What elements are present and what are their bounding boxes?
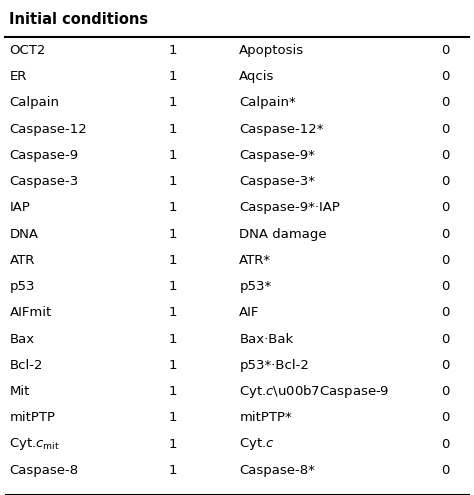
Text: Caspase-8*: Caspase-8*	[239, 464, 315, 477]
Text: 0: 0	[441, 44, 449, 57]
Text: 1: 1	[168, 359, 177, 372]
Text: IAP: IAP	[9, 201, 30, 214]
Text: 0: 0	[441, 359, 449, 372]
Text: ER: ER	[9, 70, 27, 83]
Text: 0: 0	[441, 201, 449, 214]
Text: 1: 1	[168, 97, 177, 109]
Text: mitPTP: mitPTP	[9, 411, 55, 424]
Text: OCT2: OCT2	[9, 44, 46, 57]
Text: 0: 0	[441, 228, 449, 241]
Text: 0: 0	[441, 464, 449, 477]
Text: Caspase-8: Caspase-8	[9, 464, 79, 477]
Text: 1: 1	[168, 306, 177, 319]
Text: 0: 0	[441, 333, 449, 346]
Text: 0: 0	[441, 280, 449, 293]
Text: Aqcis: Aqcis	[239, 70, 275, 83]
Text: ATR: ATR	[9, 254, 35, 267]
Text: 1: 1	[168, 411, 177, 424]
Text: Caspase-9: Caspase-9	[9, 149, 79, 162]
Text: Bcl-2: Bcl-2	[9, 359, 43, 372]
Text: Caspase-3*: Caspase-3*	[239, 175, 315, 188]
Text: 1: 1	[168, 254, 177, 267]
Text: 0: 0	[441, 254, 449, 267]
Text: p53*·Bcl-2: p53*·Bcl-2	[239, 359, 309, 372]
Text: Mit: Mit	[9, 385, 30, 398]
Text: Calpain: Calpain	[9, 97, 59, 109]
Text: AIF: AIF	[239, 306, 260, 319]
Text: 1: 1	[168, 438, 177, 450]
Text: DNA: DNA	[9, 228, 38, 241]
Text: Calpain*: Calpain*	[239, 97, 296, 109]
Text: Caspase-9*: Caspase-9*	[239, 149, 315, 162]
Text: 1: 1	[168, 175, 177, 188]
Text: 0: 0	[441, 97, 449, 109]
Text: 1: 1	[168, 123, 177, 136]
Text: 0: 0	[441, 123, 449, 136]
Text: AIFmit: AIFmit	[9, 306, 52, 319]
Text: p53*: p53*	[239, 280, 272, 293]
Text: Caspase-3: Caspase-3	[9, 175, 79, 188]
Text: 0: 0	[441, 306, 449, 319]
Text: Caspase-12: Caspase-12	[9, 123, 87, 136]
Text: 0: 0	[441, 175, 449, 188]
Text: 0: 0	[441, 438, 449, 450]
Text: Bax·Bak: Bax·Bak	[239, 333, 293, 346]
Text: ATR*: ATR*	[239, 254, 272, 267]
Text: Apoptosis: Apoptosis	[239, 44, 304, 57]
Text: Cyt.$\mathit{c}$\u00b7Caspase-9: Cyt.$\mathit{c}$\u00b7Caspase-9	[239, 383, 390, 400]
Text: 0: 0	[441, 70, 449, 83]
Text: 0: 0	[441, 411, 449, 424]
Text: Caspase-12*: Caspase-12*	[239, 123, 324, 136]
Text: 0: 0	[441, 385, 449, 398]
Text: Initial conditions: Initial conditions	[9, 12, 149, 27]
Text: Cyt.$\mathit{c}$: Cyt.$\mathit{c}$	[239, 436, 275, 452]
Text: 1: 1	[168, 228, 177, 241]
Text: 1: 1	[168, 44, 177, 57]
Text: 1: 1	[168, 280, 177, 293]
Text: 1: 1	[168, 333, 177, 346]
Text: 1: 1	[168, 149, 177, 162]
Text: Caspase-9*·IAP: Caspase-9*·IAP	[239, 201, 340, 214]
Text: Cyt.$\mathit{c}_{\rm mit}$: Cyt.$\mathit{c}_{\rm mit}$	[9, 436, 60, 452]
Text: p53: p53	[9, 280, 35, 293]
Text: 1: 1	[168, 70, 177, 83]
Text: 1: 1	[168, 385, 177, 398]
Text: 0: 0	[441, 149, 449, 162]
Text: 1: 1	[168, 201, 177, 214]
Text: Bax: Bax	[9, 333, 35, 346]
Text: mitPTP*: mitPTP*	[239, 411, 292, 424]
Text: 1: 1	[168, 464, 177, 477]
Text: DNA damage: DNA damage	[239, 228, 327, 241]
